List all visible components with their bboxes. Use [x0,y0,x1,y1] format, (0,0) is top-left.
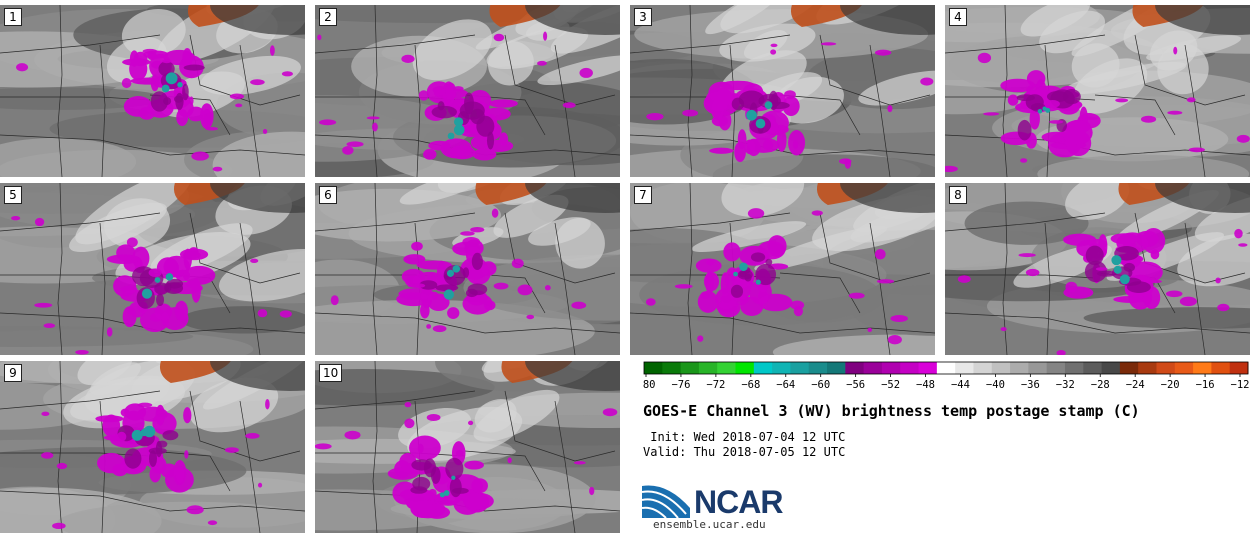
wv-map-6 [315,183,620,355]
member-panel-5: 5 [0,183,305,355]
panel-number-label: 3 [634,8,652,26]
panel-number-label: 5 [4,186,22,204]
colorbar-swatch [918,362,938,374]
colorbar-swatch [900,362,920,374]
colorbar-swatch [1138,362,1157,374]
colorbar-tick-label: −36 [1021,379,1040,391]
colorbar-swatch [1064,362,1084,374]
colorbar-swatch [1193,362,1212,374]
colorbar-swatch [973,362,993,374]
member-panel-4: 4 [945,5,1250,177]
colorbar-swatch [680,362,700,374]
colorbar-tick-label: −60 [811,379,830,391]
panel-number-label: 9 [4,364,22,382]
colorbar-swatch [1156,362,1176,374]
panel-number-label: 10 [319,364,343,382]
wv-map-3 [630,5,935,177]
wv-map-10 [315,361,620,533]
colorbar-tick-label: −80 [643,379,655,391]
colorbar-swatch [644,362,663,374]
colorbar-tick-label: −16 [1196,379,1215,391]
wv-map-7 [630,183,935,355]
colorbar-swatch [1119,362,1139,374]
member-panel-2: 2 [315,5,620,177]
colorbar-tick-label: −40 [986,379,1005,391]
colorbar-swatch [1211,362,1231,374]
colorbar-swatch [1028,362,1048,374]
colorbar: −80 −76 −72 −68 −64 −60 −56 −52 −48 −44 −40 −36 −32 −… [643,361,1249,391]
colorbar-swatch [881,362,901,374]
wv-map-5 [0,183,305,355]
colorbar-tick-label: −64 [776,379,795,391]
colorbar-tick-label: −76 [671,379,690,391]
colorbar-tick-label: −56 [846,379,865,391]
colorbar-swatch [753,362,773,374]
colorbar-swatch [863,362,883,374]
colorbar-swatch [772,362,791,374]
colorbar-swatch [955,362,974,374]
colorbar-tick-label: −52 [881,379,900,391]
colorbar-swatch [845,362,865,374]
figure-title: GOES-E Channel 3 (WV) brightness temp po… [643,402,1140,420]
colorbar-tick-label: −20 [1161,379,1180,391]
colorbar-tick-label: −24 [1126,379,1145,391]
colorbar-tick-label: −48 [916,379,935,391]
colorbar-tick-label: −72 [706,379,725,391]
colorbar-swatch [1046,362,1066,374]
colorbar-swatch [698,362,718,374]
wv-map-4 [945,5,1250,177]
panel-number-label: 8 [949,186,967,204]
member-panel-1: 1 [0,5,305,177]
wv-map-2 [315,5,620,177]
member-panel-10: 10 [315,361,620,533]
panel-number-label: 1 [4,8,22,26]
member-panel-3: 3 [630,5,935,177]
member-panel-9: 9 [0,361,305,533]
member-panel-8: 8 [945,183,1250,355]
valid-time: Valid: Thu 2018-07-05 12 UTC [643,445,846,459]
colorbar-tick-label: −28 [1091,379,1110,391]
panel-number-label: 7 [634,186,652,204]
wv-map-8 [945,183,1250,355]
panel-number-label: 6 [319,186,337,204]
colorbar-swatch [1229,362,1249,374]
ensemble-url: ensemble.ucar.edu [653,518,766,531]
colorbar-swatch [827,362,846,374]
colorbar-swatch [808,362,828,374]
wv-map-1 [0,5,305,177]
ncar-logo-text: NCAR [694,484,783,520]
colorbar-tick-label: −12 [1231,379,1249,391]
colorbar-tick-label: −44 [951,379,970,391]
panel-number-label: 4 [949,8,967,26]
panel-number-label: 2 [319,8,337,26]
colorbar-tick-label: −68 [741,379,760,391]
colorbar-swatch [1101,362,1121,374]
colorbar-swatch [1083,362,1103,374]
colorbar-swatch [1174,362,1194,374]
colorbar-swatch [662,362,682,374]
colorbar-swatch [1010,362,1029,374]
wv-map-9 [0,361,305,533]
colorbar-swatch [735,362,755,374]
colorbar-swatch [991,362,1011,374]
colorbar-tick-label: −32 [1056,379,1075,391]
member-panel-7: 7 [630,183,935,355]
colorbar-swatch [717,362,737,374]
ncar-logo: NCAR ensemble.ucar.edu [642,476,802,532]
colorbar-swatch [790,362,810,374]
ncar-swoosh-icon [642,485,690,518]
member-panel-6: 6 [315,183,620,355]
colorbar-swatch [936,362,956,374]
init-time: Init: Wed 2018-07-04 12 UTC [643,430,846,444]
